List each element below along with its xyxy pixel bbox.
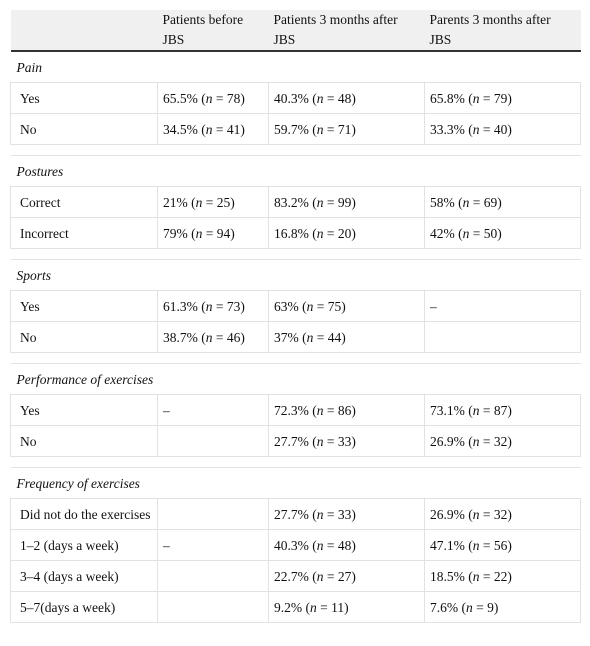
cell: 16.8% (n = 20) bbox=[268, 217, 425, 249]
cell: – bbox=[157, 394, 269, 426]
results-table: Patients before JBS Patients 3 months aft… bbox=[10, 10, 581, 623]
spacer-row bbox=[10, 144, 581, 156]
data-row: No 34.5% (n = 41) 59.7% (n = 71) 33.3% (n =… bbox=[10, 113, 581, 145]
row-label: Yes bbox=[10, 290, 158, 322]
row-label: 3–4 (days a week) bbox=[10, 560, 158, 592]
spacer-cell bbox=[10, 248, 581, 260]
data-row: 1–2 (days a week) –40.3% (n = 48) 47.1% (n… bbox=[10, 529, 581, 561]
cell: 26.9% (n = 32) bbox=[424, 498, 581, 530]
cell bbox=[424, 321, 581, 353]
cell: 7.6% (n = 9) bbox=[424, 591, 581, 623]
table-body: Pain Yes 65.5% (n = 78) 40.3% (n = 48) 65.8%… bbox=[10, 50, 581, 623]
header-cell: Patients before JBS bbox=[157, 10, 269, 52]
section-title: Postures bbox=[10, 155, 581, 187]
spacer-cell bbox=[10, 144, 581, 156]
table-header: Patients before JBS Patients 3 months aft… bbox=[10, 10, 581, 52]
row-label: 1–2 (days a week) bbox=[10, 529, 158, 561]
header-cell bbox=[10, 10, 158, 52]
cell: 83.2% (n = 99) bbox=[268, 186, 425, 218]
row-label: 5–7(days a week) bbox=[10, 591, 158, 623]
header-cell: Parents 3 months after JBS bbox=[424, 10, 581, 52]
cell: 33.3% (n = 40) bbox=[424, 113, 581, 145]
section-title: Frequency of exercises bbox=[10, 467, 581, 499]
spacer-cell bbox=[10, 456, 581, 468]
cell bbox=[157, 498, 269, 530]
cell: 79% (n = 94) bbox=[157, 217, 269, 249]
data-row: Yes 61.3% (n = 73) 63% (n = 75) – bbox=[10, 290, 581, 322]
section-title: Pain bbox=[10, 50, 581, 83]
cell: 27.7% (n = 33) bbox=[268, 498, 425, 530]
cell: 38.7% (n = 46) bbox=[157, 321, 269, 353]
spacer-row bbox=[10, 248, 581, 260]
header-row: Patients before JBS Patients 3 months aft… bbox=[10, 10, 581, 52]
cell bbox=[157, 591, 269, 623]
cell: 40.3% (n = 48) bbox=[268, 82, 425, 114]
cell: 22.7% (n = 27) bbox=[268, 560, 425, 592]
cell: 26.9% (n = 32) bbox=[424, 425, 581, 457]
cell: 37% (n = 44) bbox=[268, 321, 425, 353]
row-label: No bbox=[10, 321, 158, 353]
row-label: Yes bbox=[10, 394, 158, 426]
row-label: No bbox=[10, 113, 158, 145]
data-row: Yes 65.5% (n = 78) 40.3% (n = 48) 65.8% (n … bbox=[10, 82, 581, 114]
data-row: Correct 21% (n = 25) 83.2% (n = 99) 58% (n … bbox=[10, 186, 581, 218]
cell: 58% (n = 69) bbox=[424, 186, 581, 218]
row-label: Correct bbox=[10, 186, 158, 218]
data-row: Incorrect 79% (n = 94) 16.8% (n = 20) 42% (… bbox=[10, 217, 581, 249]
section-title: Sports bbox=[10, 259, 581, 291]
section-row: Frequency of exercises bbox=[10, 467, 581, 499]
section-row: Postures bbox=[10, 155, 581, 187]
section-row: Sports bbox=[10, 259, 581, 291]
cell: 18.5% (n = 22) bbox=[424, 560, 581, 592]
cell: 34.5% (n = 41) bbox=[157, 113, 269, 145]
cell: 63% (n = 75) bbox=[268, 290, 425, 322]
data-row: 3–4 (days a week) 22.7% (n = 27) 18.5% (n … bbox=[10, 560, 581, 592]
cell: 65.5% (n = 78) bbox=[157, 82, 269, 114]
section-row: Performance of exercises bbox=[10, 363, 581, 395]
cell: 9.2% (n = 11) bbox=[268, 591, 425, 623]
cell: 21% (n = 25) bbox=[157, 186, 269, 218]
data-row: No 27.7% (n = 33) 26.9% (n = 32) bbox=[10, 425, 581, 457]
cell bbox=[157, 425, 269, 457]
cell: 40.3% (n = 48) bbox=[268, 529, 425, 561]
row-label: Did not do the exercises bbox=[10, 498, 158, 530]
row-label: No bbox=[10, 425, 158, 457]
cell: 47.1% (n = 56) bbox=[424, 529, 581, 561]
row-label: Incorrect bbox=[10, 217, 158, 249]
section-title: Performance of exercises bbox=[10, 363, 581, 395]
section-row: Pain bbox=[10, 50, 581, 83]
spacer-row bbox=[10, 456, 581, 468]
data-row: Yes –72.3% (n = 86) 73.1% (n = 87) bbox=[10, 394, 581, 426]
cell: 61.3% (n = 73) bbox=[157, 290, 269, 322]
cell: 65.8% (n = 79) bbox=[424, 82, 581, 114]
cell: 72.3% (n = 86) bbox=[268, 394, 425, 426]
data-row: No 38.7% (n = 46) 37% (n = 44) bbox=[10, 321, 581, 353]
data-row: Did not do the exercises 27.7% (n = 33) 26… bbox=[10, 498, 581, 530]
spacer-row bbox=[10, 352, 581, 364]
cell: 73.1% (n = 87) bbox=[424, 394, 581, 426]
cell: 27.7% (n = 33) bbox=[268, 425, 425, 457]
cell: – bbox=[424, 290, 581, 322]
data-row: 5–7(days a week) 9.2% (n = 11) 7.6% (n = 9… bbox=[10, 591, 581, 623]
header-cell: Patients 3 months after JBS bbox=[268, 10, 425, 52]
spacer-cell bbox=[10, 352, 581, 364]
cell: 42% (n = 50) bbox=[424, 217, 581, 249]
row-label: Yes bbox=[10, 82, 158, 114]
cell bbox=[157, 560, 269, 592]
cell: – bbox=[157, 529, 269, 561]
cell: 59.7% (n = 71) bbox=[268, 113, 425, 145]
